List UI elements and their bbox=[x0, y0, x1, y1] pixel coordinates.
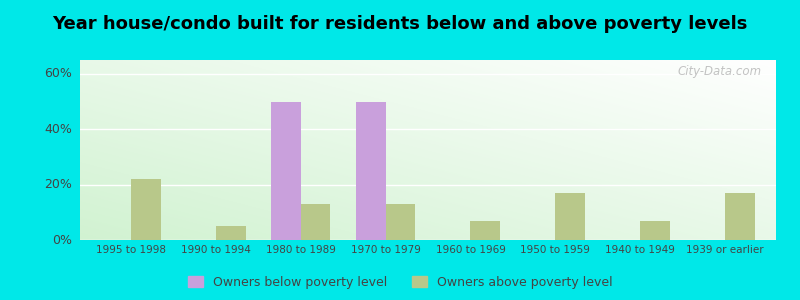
Text: 40%: 40% bbox=[44, 123, 72, 136]
Bar bbox=[640, 220, 670, 240]
Text: 20%: 20% bbox=[44, 178, 72, 191]
Bar bbox=[555, 193, 585, 240]
Bar bbox=[356, 101, 386, 240]
Bar bbox=[470, 220, 500, 240]
Legend: Owners below poverty level, Owners above poverty level: Owners below poverty level, Owners above… bbox=[182, 271, 618, 294]
Bar bbox=[271, 101, 301, 240]
Text: Year house/condo built for residents below and above poverty levels: Year house/condo built for residents bel… bbox=[52, 15, 748, 33]
Text: 0%: 0% bbox=[52, 233, 72, 247]
Bar bbox=[725, 193, 754, 240]
Text: City-Data.com: City-Data.com bbox=[678, 65, 762, 78]
Bar bbox=[301, 204, 330, 240]
Text: 60%: 60% bbox=[44, 67, 72, 80]
Bar bbox=[131, 179, 161, 240]
Bar bbox=[216, 226, 246, 240]
Bar bbox=[386, 204, 415, 240]
